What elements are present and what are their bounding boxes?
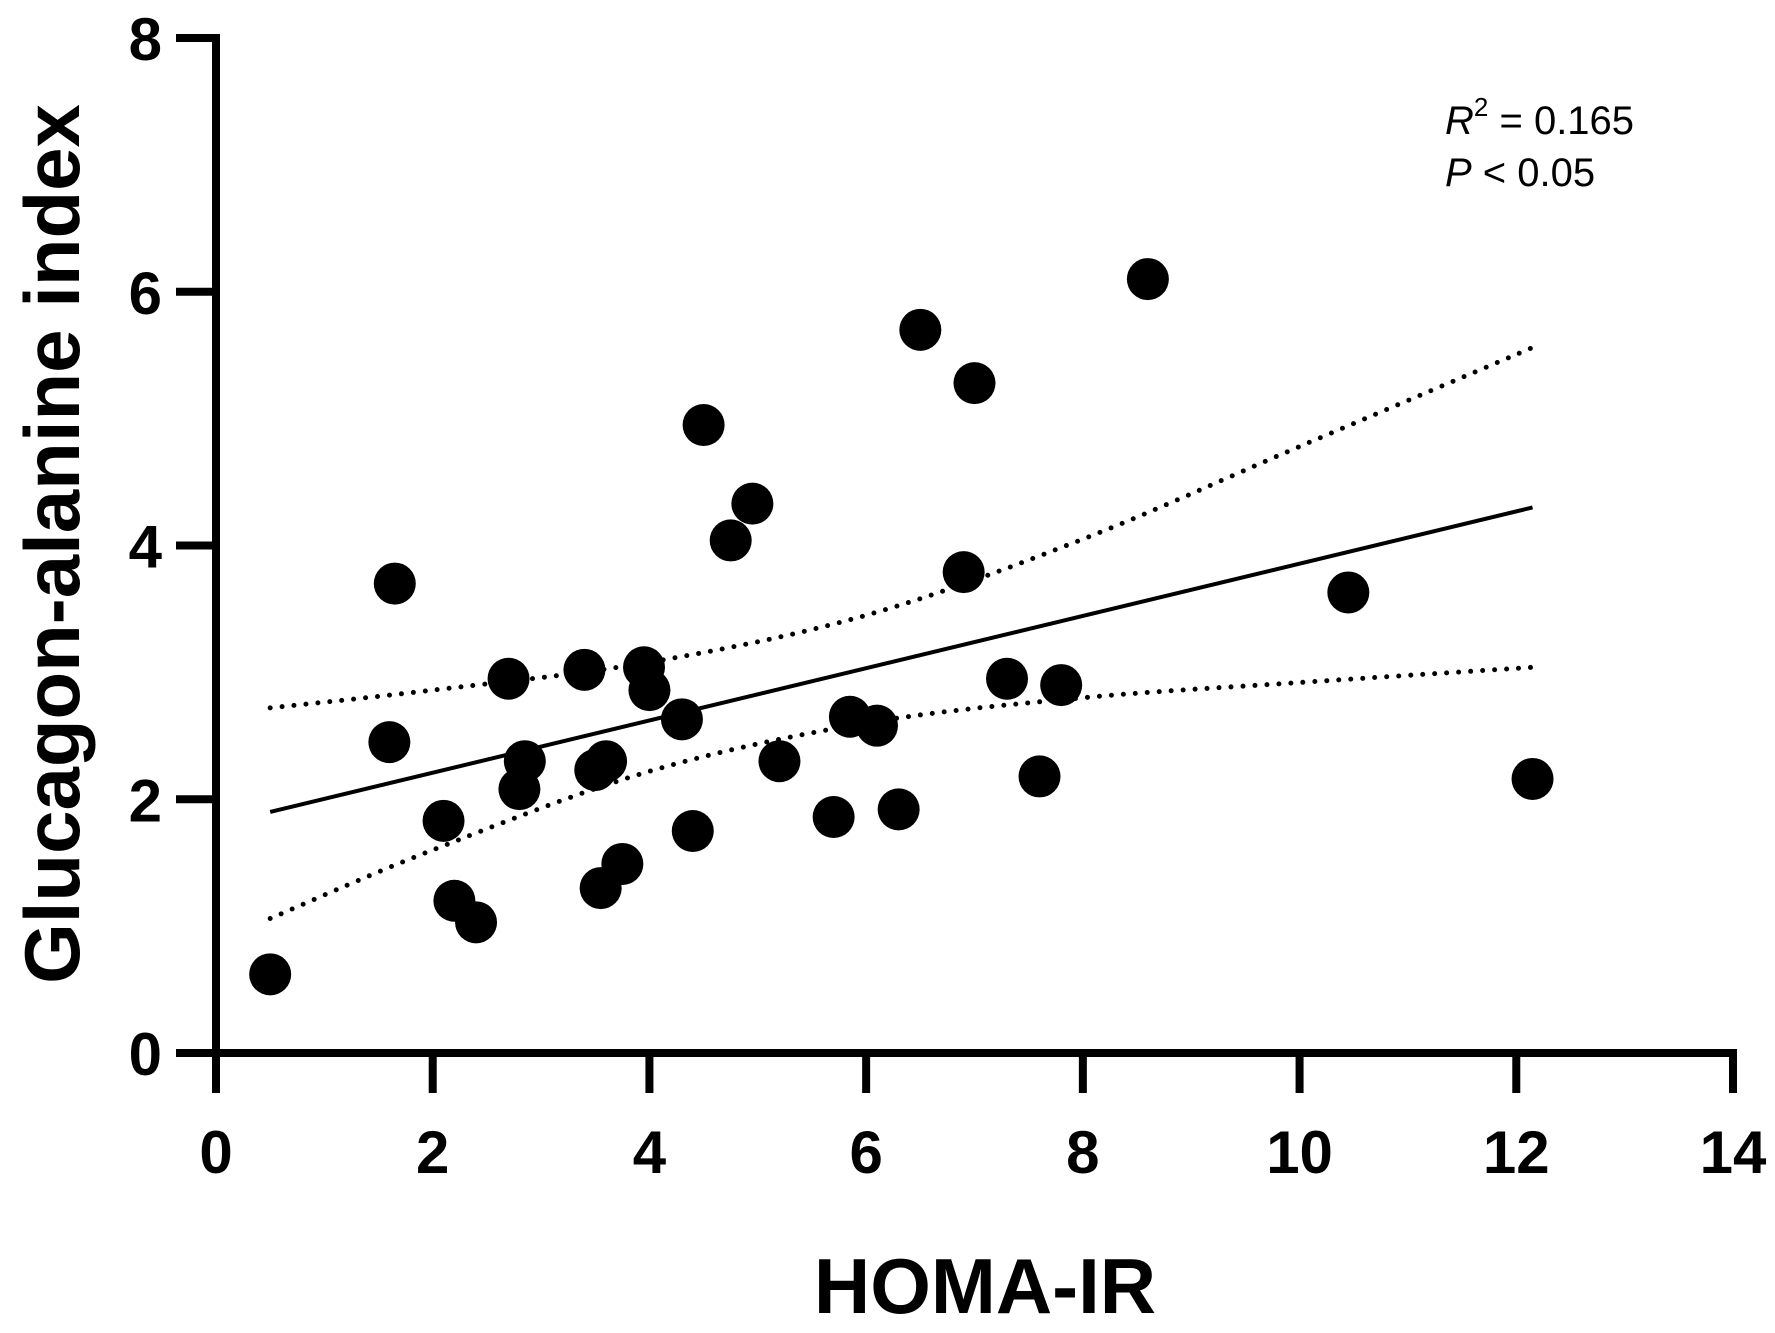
data-point xyxy=(953,362,996,405)
regression-line xyxy=(269,505,1534,814)
ticks: 0 2 4 6 8 10 12 14 0 2 4 6 8 xyxy=(129,6,1767,1186)
regression xyxy=(269,505,1534,814)
data-point xyxy=(812,796,855,839)
data-point xyxy=(628,669,671,712)
x-tick-label: 4 xyxy=(633,1119,667,1186)
x-tick-label: 6 xyxy=(849,1119,882,1186)
y-tick-label: 6 xyxy=(129,260,162,327)
p-value-annotation: P < 0.05 xyxy=(1445,151,1595,195)
data-point xyxy=(877,788,920,831)
y-tick-label: 0 xyxy=(129,1021,162,1088)
data-point xyxy=(585,740,628,783)
r-squared-annotation: R2 = 0.165 xyxy=(1445,92,1634,143)
data-point xyxy=(660,698,703,741)
x-axis-title: HOMA-IR xyxy=(814,1242,1156,1330)
data-point xyxy=(855,704,898,747)
x-tick-label: 14 xyxy=(1700,1119,1767,1186)
y-tick-label: 4 xyxy=(129,514,163,581)
x-tick-label: 10 xyxy=(1266,1119,1333,1186)
r-exponent: 2 xyxy=(1474,92,1488,122)
data-point xyxy=(368,721,411,764)
data-point xyxy=(758,740,801,783)
data-point xyxy=(709,519,752,562)
r-value: = 0.165 xyxy=(1488,99,1634,143)
data-point xyxy=(899,308,942,351)
data-point xyxy=(373,562,416,605)
x-tick-label: 8 xyxy=(1066,1119,1099,1186)
confidence-band-upper xyxy=(267,345,1536,711)
data-point xyxy=(731,482,774,525)
x-tick-label: 0 xyxy=(199,1119,232,1186)
data-point xyxy=(1511,757,1554,800)
y-tick-label: 2 xyxy=(129,767,162,834)
data-point xyxy=(503,740,546,783)
data-point xyxy=(1126,258,1169,301)
p-symbol: P xyxy=(1445,151,1472,195)
data-point xyxy=(249,953,292,996)
x-tick-label: 12 xyxy=(1483,1119,1550,1186)
data-point xyxy=(682,403,725,446)
r-symbol: R xyxy=(1445,99,1474,143)
confidence-bands xyxy=(267,345,1536,922)
confidence-band-lower xyxy=(267,664,1536,922)
data-point xyxy=(422,799,465,842)
y-tick-label: 8 xyxy=(129,6,162,73)
data-point xyxy=(942,551,985,594)
data-point xyxy=(986,657,1029,700)
data-point xyxy=(563,648,606,691)
data-point xyxy=(455,901,498,944)
data-point xyxy=(671,809,714,852)
data-point xyxy=(1040,664,1083,707)
data-point xyxy=(601,842,644,885)
x-tick-label: 2 xyxy=(416,1119,449,1186)
data-point xyxy=(1018,755,1061,798)
data-points xyxy=(249,258,1554,996)
p-value: < 0.05 xyxy=(1472,151,1595,195)
data-point xyxy=(487,657,530,700)
data-point xyxy=(1327,571,1370,614)
y-axis-title: Glucagon-alanine index xyxy=(8,104,96,984)
